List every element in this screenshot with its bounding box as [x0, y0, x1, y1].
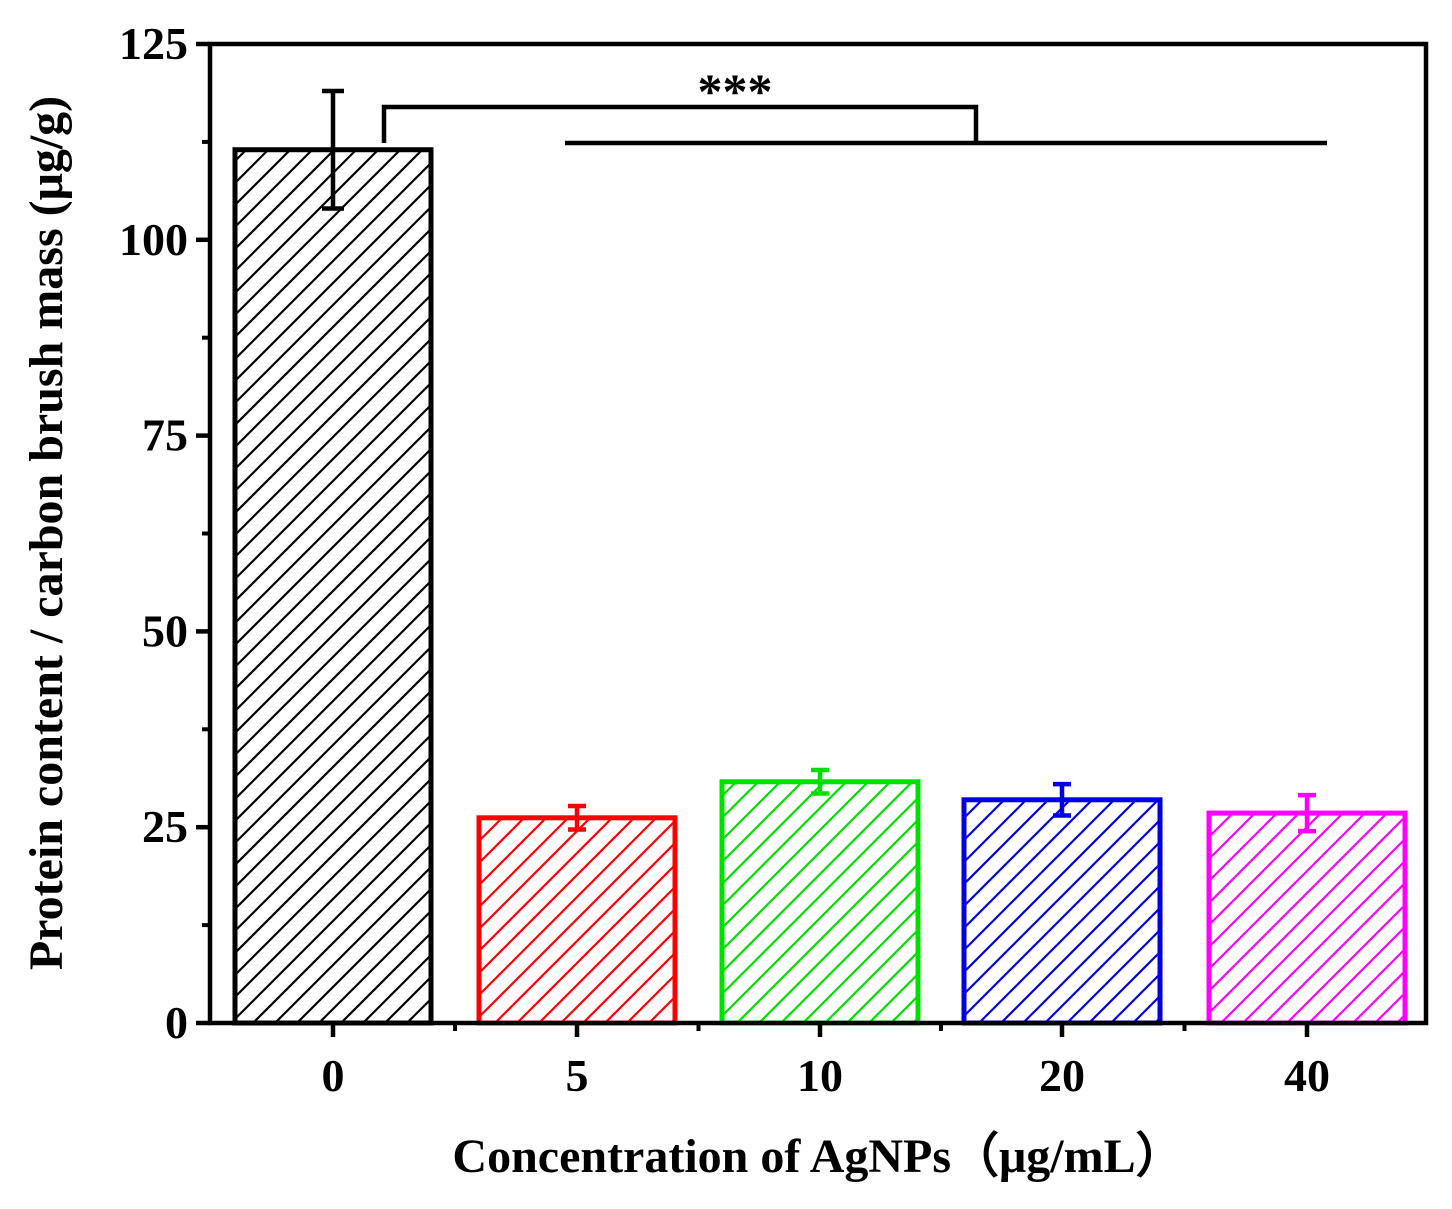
- y-tick-label: 100: [119, 214, 188, 265]
- y-axis-title: Protein content / carbon brush mass (μg/…: [20, 96, 73, 970]
- error-bar-20: [1053, 781, 1071, 818]
- x-axis-title: Concentration of AgNPs（μg/mL）: [452, 1130, 1183, 1183]
- x-tick-label: 10: [797, 1050, 843, 1101]
- x-tick-label: 40: [1284, 1050, 1330, 1101]
- y-tick-label: 75: [142, 410, 188, 461]
- error-bar-10: [811, 767, 829, 796]
- error-bar-5: [568, 803, 586, 832]
- bar-5: [476, 815, 678, 1026]
- bar-10: [719, 779, 921, 1026]
- y-tick-label: 125: [119, 18, 188, 69]
- x-tick-label: 20: [1039, 1050, 1085, 1101]
- y-tick-label: 0: [165, 997, 188, 1048]
- significance-layer: ***: [381, 63, 1327, 146]
- x-tick-label: 0: [322, 1050, 345, 1101]
- error-bar-0: [322, 88, 344, 211]
- bar-40: [1206, 810, 1408, 1026]
- significance-bracket: [381, 104, 1327, 146]
- y-tick-label: 25: [142, 801, 188, 852]
- y-tick-label: 50: [142, 605, 188, 656]
- bars-layer: [232, 147, 1408, 1026]
- significance-label: ***: [698, 63, 773, 119]
- error-bars-layer: [322, 88, 1316, 834]
- bar-20: [961, 797, 1163, 1026]
- error-bar-40: [1298, 792, 1316, 834]
- x-tick-label: 5: [566, 1050, 589, 1101]
- significance-bracket-top: [381, 104, 979, 143]
- ticks-layer: 0 25 50 75 100 125 0 5 10 20 40: [119, 18, 1330, 1101]
- bar-0: [232, 147, 434, 1026]
